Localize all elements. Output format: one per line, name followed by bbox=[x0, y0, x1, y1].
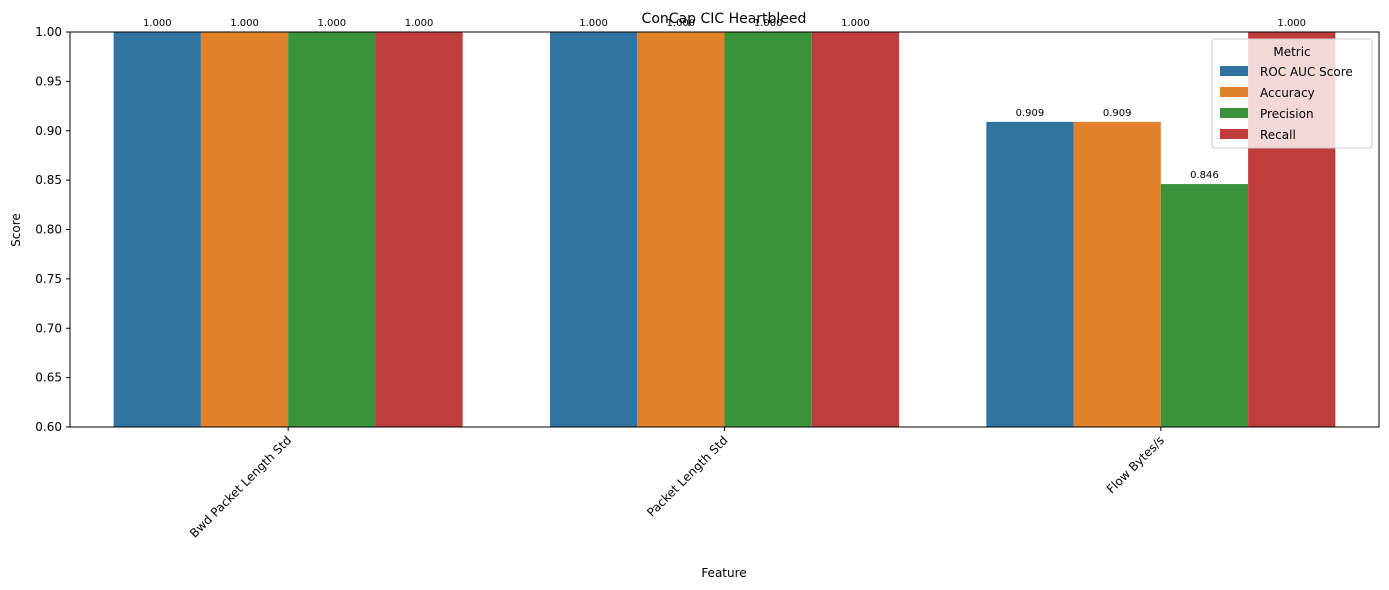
y-axis-label: Score bbox=[9, 213, 23, 247]
bar-1-2 bbox=[1073, 121, 1161, 428]
value-label-0-2: 0.909 bbox=[1016, 108, 1045, 119]
legend: Metric ROC AUC Score Accuracy Precision Rec… bbox=[1211, 38, 1373, 149]
legend-label-0: ROC AUC Score bbox=[1260, 65, 1353, 79]
legend-label-1: Accuracy bbox=[1260, 86, 1315, 100]
bar-1-0 bbox=[200, 32, 289, 427]
bar-1-1 bbox=[637, 32, 725, 427]
y-tick-label: 0.70 bbox=[35, 321, 62, 335]
chart-title: ConCap CIC Heartbleed bbox=[642, 11, 807, 27]
legend-title: Metric bbox=[1273, 45, 1310, 59]
legend-label-2: Precision bbox=[1260, 107, 1314, 121]
legend-swatch-0 bbox=[1220, 66, 1248, 76]
y-tick-label: 0.65 bbox=[35, 371, 62, 385]
x-tick-label: Flow Bytes/s bbox=[1104, 433, 1167, 496]
value-label-0-1: 1.000 bbox=[579, 18, 608, 29]
value-label-2-0: 1.000 bbox=[317, 18, 346, 29]
y-tick-label: 1.00 bbox=[35, 25, 62, 39]
legend-items: ROC AUC Score Accuracy Precision Recall bbox=[1220, 65, 1353, 142]
x-tick-label: Packet Length Std bbox=[644, 433, 730, 519]
bar-2-0 bbox=[288, 32, 376, 427]
legend-box bbox=[1211, 38, 1373, 149]
value-label-1-0: 1.000 bbox=[230, 18, 259, 29]
bar-2-2 bbox=[1160, 184, 1249, 427]
x-axis: Bwd Packet Length Std Packet Length Std Fl… bbox=[187, 427, 1167, 540]
value-label-2-2: 0.846 bbox=[1190, 170, 1219, 181]
bar-0-0 bbox=[113, 32, 201, 427]
bar-0-1 bbox=[549, 32, 638, 427]
bar-3-0 bbox=[375, 32, 463, 427]
y-tick-label: 0.80 bbox=[35, 223, 62, 237]
legend-swatch-2 bbox=[1220, 108, 1248, 118]
value-label-3-2: 1.000 bbox=[1277, 18, 1306, 29]
x-axis-label: Feature bbox=[701, 566, 746, 580]
y-tick-label: 0.90 bbox=[35, 124, 62, 138]
legend-swatch-3 bbox=[1220, 129, 1248, 139]
value-label-1-2: 0.909 bbox=[1103, 108, 1132, 119]
y-axis: 0.60 0.65 0.70 0.75 0.80 0.85 0.90 0.95 1.00 bbox=[35, 25, 70, 434]
bars-layer bbox=[113, 32, 1336, 428]
value-label-3-0: 1.000 bbox=[405, 18, 434, 29]
legend-swatch-1 bbox=[1220, 87, 1248, 97]
y-tick-label: 0.95 bbox=[35, 74, 62, 88]
value-label-3-1: 1.000 bbox=[841, 18, 870, 29]
y-tick-label: 0.60 bbox=[35, 420, 62, 434]
y-tick-label: 0.85 bbox=[35, 173, 62, 187]
value-label-2-1: 1.000 bbox=[754, 18, 783, 29]
value-labels-layer: 1.000 1.000 1.000 1.000 1.000 1.000 1.000 1.000… bbox=[143, 18, 1306, 181]
bar-0-2 bbox=[986, 121, 1074, 428]
legend-label-3: Recall bbox=[1260, 128, 1296, 142]
bar-2-1 bbox=[724, 32, 812, 427]
bar-3-1 bbox=[811, 32, 900, 427]
y-tick-label: 0.75 bbox=[35, 272, 62, 286]
value-label-1-1: 1.000 bbox=[667, 18, 696, 29]
value-label-0-0: 1.000 bbox=[143, 18, 172, 29]
x-tick-label: Bwd Packet Length Std bbox=[187, 433, 294, 540]
